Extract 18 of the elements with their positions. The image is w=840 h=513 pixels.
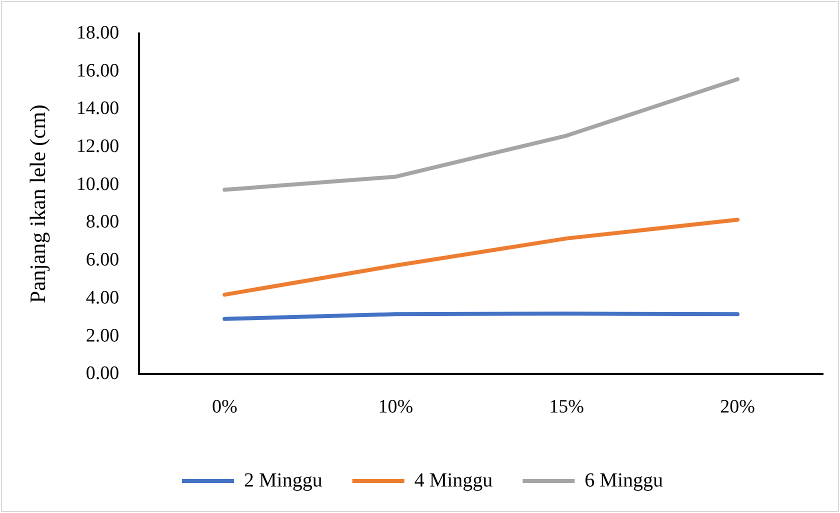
y-tick-label: 8.00 <box>86 212 120 233</box>
legend-label: 2 Minggu <box>244 469 322 492</box>
x-tick-label: 10% <box>378 396 414 418</box>
x-tick-label: 0% <box>212 396 238 418</box>
y-tick-label: 4.00 <box>86 287 120 308</box>
legend-label: 4 Minggu <box>414 469 493 492</box>
y-tick-label: 14.00 <box>76 98 120 120</box>
x-tick-label: 15% <box>549 396 584 418</box>
y-tick-label: 16.00 <box>76 60 120 82</box>
y-tick-label: 6.00 <box>86 250 120 271</box>
y-tick-label: 10.00 <box>76 174 120 195</box>
y-axis-title: Panjang ikan lele (cm) <box>24 104 50 304</box>
legend-label: 6 Minggu <box>584 469 664 492</box>
y-tick-label: 18.00 <box>76 22 120 44</box>
x-tick-label: 20% <box>720 396 756 418</box>
y-tick-label: 0.00 <box>86 363 120 384</box>
y-tick-label: 12.00 <box>76 136 120 157</box>
y-tick-label: 2.00 <box>86 325 120 346</box>
